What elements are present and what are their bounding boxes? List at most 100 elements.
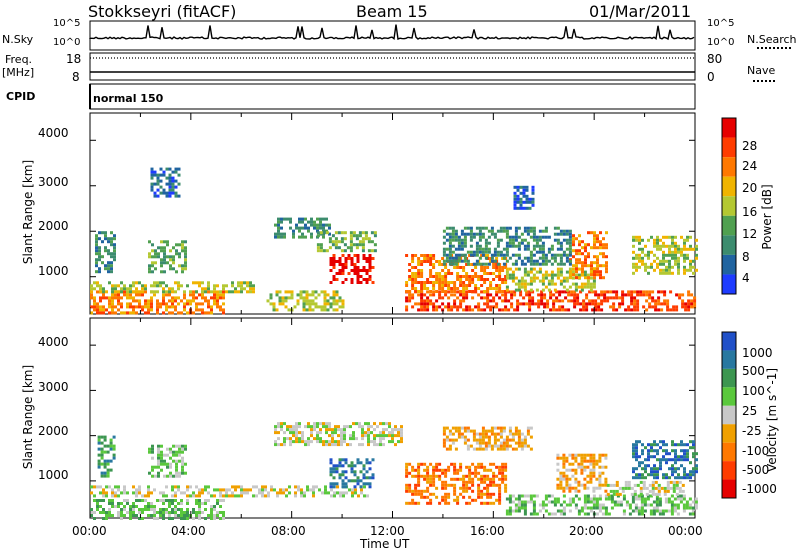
xtick-0: 00:00 [72,524,107,538]
power-region-11 [505,267,596,292]
power-cb-tick-24: 24 [742,159,758,173]
vel-cb-tick-neg100: -100 [742,444,770,458]
xtick-2: 08:00 [271,524,306,538]
vel-cb-tick-neg1000: -1000 [742,482,777,496]
vel-cb-tick-100: 100 [742,384,765,398]
power-region-1 [90,281,255,294]
nave-legend-line [753,80,775,82]
nave-label: Nave [747,64,776,77]
velocity-region-1 [90,485,369,498]
velocity-colorbar-swatch-1 [722,350,736,369]
velocity-colorbar-swatch-6 [722,442,736,462]
power-ytick-2000: 2000 [38,219,69,233]
power-colorbar-swatch-1 [722,137,736,158]
xtick-4: 16:00 [470,524,505,538]
xtick-6: 00:00 [668,524,703,538]
power-colorbar-swatch-3 [722,176,736,197]
beam-label: Beam 15 [356,2,428,21]
nsky-tick-bottom: 10^0 [53,37,81,48]
power-panel-frame [89,112,696,315]
power-region-2 [95,231,116,274]
nave-tick-top: 80 [707,52,723,66]
power-colorbar-swatch-0 [722,118,736,138]
velocity-region-7 [442,426,533,451]
power-colorbar-swatch-5 [722,215,736,236]
power-colorbar-swatch-2 [722,157,736,177]
power-colorbar-frame [721,117,737,295]
velocity-region-5 [329,458,375,489]
cpid-strip-frame [89,83,696,110]
power-cb-tick-28: 28 [742,139,758,153]
velocity-ytick-3000: 3000 [38,380,69,394]
velocity-region-8 [505,494,698,516]
freq-tick-bottom: 8 [72,70,80,84]
velocity-region-10 [632,440,698,480]
vel-cb-tick-25: 25 [742,404,758,418]
vel-cb-tick-1000: 1000 [742,346,773,360]
nsearch-tick-bottom: 10^0 [707,37,735,48]
date-label: 01/Mar/2011 [589,2,692,21]
nave-tick-bottom: 0 [707,70,715,84]
power-cb-tick-16: 16 [742,205,758,219]
velocity-region-11 [606,480,685,496]
nsearch-tick-top: 10^5 [707,18,735,29]
power-colorbar-swatch-7 [722,254,736,275]
xtick-1: 04:00 [171,524,206,538]
xlabel: Time UT [360,537,410,551]
power-ytick-3000: 3000 [38,175,69,189]
nsky-series [89,24,695,41]
power-region-14 [632,235,698,275]
power-region-15 [513,185,535,210]
velocity-ytick-4000: 4000 [38,335,69,349]
velocity-region-0 [90,499,225,520]
power-region-7 [329,254,375,284]
velocity-colorbar-swatch-8 [722,479,736,498]
power-region-6 [316,231,377,253]
power-cb-tick-8: 8 [742,250,750,264]
radar-title: Stokkseyri (fitACF) [88,2,237,21]
cpid-value: normal 150 [93,92,164,105]
velocity-colorbar-frame [721,331,737,499]
power-cb-tick-12: 12 [742,227,758,241]
velocity-colorbar-swatch-2 [722,368,736,388]
vel-cb-tick-neg25: -25 [742,424,762,438]
freq-tick-top: 18 [66,52,82,66]
nsky-label: N.Sky [2,33,34,46]
velocity-region-2 [148,444,187,478]
power-region-3 [148,240,187,274]
velocity-ytick-1000: 1000 [38,468,69,482]
velocity-colorbar-swatch-0 [722,332,736,351]
velocity-colorbar-swatch-4 [722,405,736,425]
velocity-region-9 [556,453,608,493]
vel-cb-tick-500: 500 [742,364,765,378]
cpid-label: CPID [6,90,36,103]
power-region-0 [90,290,225,315]
velocity-region-4 [274,422,403,447]
power-region-5 [274,217,331,239]
vel-cb-tick-neg500: -500 [742,463,770,477]
velocity-panel-frame [89,317,696,519]
power-cb-tick-20: 20 [742,181,758,195]
nsky-tick-top: 10^5 [53,18,81,29]
velocity-colorbar-swatch-5 [722,424,736,443]
nsky-strip-frame [89,20,696,51]
power-ytick-1000: 1000 [38,264,69,278]
power-cb-tick-4: 4 [742,271,750,285]
nsearch-label: N.Search [747,33,797,46]
xtick-5: 20:00 [569,524,604,538]
power-colorbar-swatch-6 [722,235,736,255]
freq-label: Freq. [5,53,33,66]
velocity-ytick-2000: 2000 [38,424,69,438]
power-region-13 [442,226,572,266]
power-ytick-4000: 4000 [38,126,69,140]
velocity-region-3 [97,435,116,478]
freq-strip-frame [89,52,696,81]
xtick-3: 12:00 [370,524,405,538]
freq-unit: [MHz] [2,66,35,79]
power-region-4 [150,167,181,198]
velocity-region-6 [405,462,508,505]
nsearch-legend-line [757,47,791,49]
power-colorbar-swatch-8 [722,274,736,294]
velocity-colorbar-swatch-3 [722,387,736,406]
